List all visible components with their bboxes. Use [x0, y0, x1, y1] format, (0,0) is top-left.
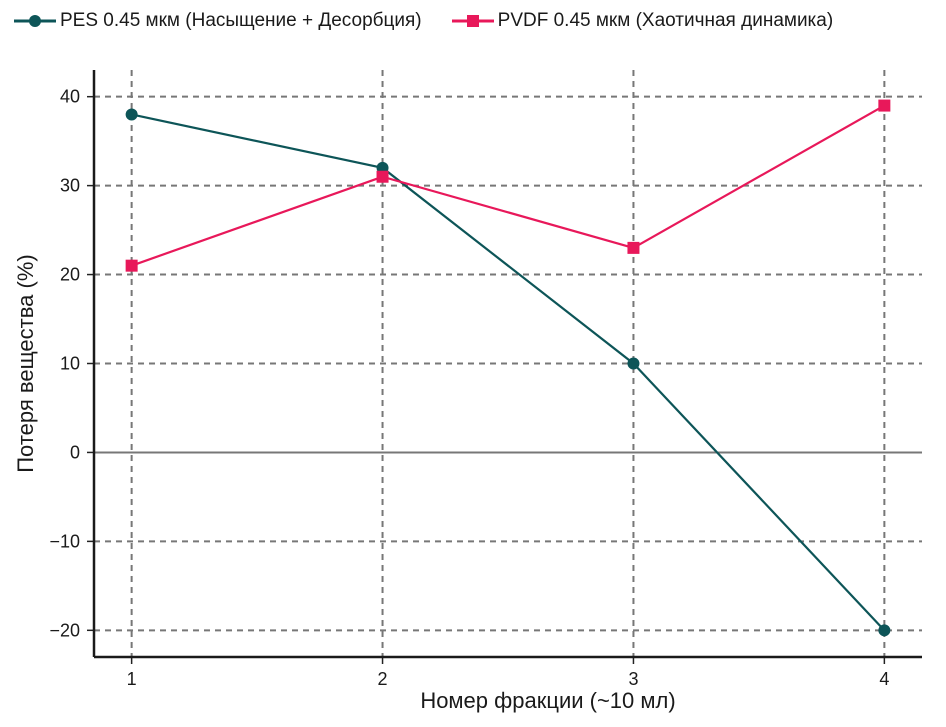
y-axis-label: Потеря вещества (%)	[13, 254, 38, 473]
x-tick-label: 1	[127, 669, 137, 689]
data-point-1	[376, 170, 389, 183]
x-tick-label: 3	[628, 669, 638, 689]
data-point-1	[125, 259, 138, 272]
y-tick-label: 0	[70, 442, 80, 462]
y-tick-label: 10	[60, 354, 80, 374]
legend-marker-pes	[29, 15, 41, 27]
data-point-1	[878, 99, 891, 112]
y-tick-label: −20	[49, 620, 80, 640]
legend-marker-pvdf	[466, 15, 479, 27]
data-point-0	[627, 357, 640, 370]
x-tick-label: 2	[378, 669, 388, 689]
y-tick-label: 30	[60, 176, 80, 196]
data-point-0	[125, 108, 138, 121]
y-tick-label: 40	[60, 87, 80, 107]
y-tick-label: 20	[60, 265, 80, 285]
series-line-0	[131, 113, 886, 632]
legend-swatch-pes	[14, 15, 56, 27]
data-point-0	[878, 624, 891, 637]
legend: PES 0.45 мкм (Насыщение + Десорбция) PVD…	[14, 8, 863, 34]
x-tick-label: 4	[879, 669, 889, 689]
legend-label-pvdf: PVDF 0.45 мкм (Хаотичная динамика)	[497, 10, 834, 31]
legend-item-pvdf: PVDF 0.45 мкм (Хаотичная динамика)	[451, 10, 834, 32]
legend-swatch-pvdf	[451, 15, 494, 27]
x-axis-label: Номер фракции (~10 мл)	[420, 688, 675, 713]
legend-label-pes: PES 0.45 мкм (Насыщение + Десорбция)	[60, 10, 422, 31]
series-line-1	[131, 104, 885, 267]
y-tick-label: −10	[49, 531, 80, 551]
legend-item-pes: PES 0.45 мкм (Насыщение + Десорбция)	[14, 10, 422, 32]
data-point-1	[627, 241, 640, 254]
